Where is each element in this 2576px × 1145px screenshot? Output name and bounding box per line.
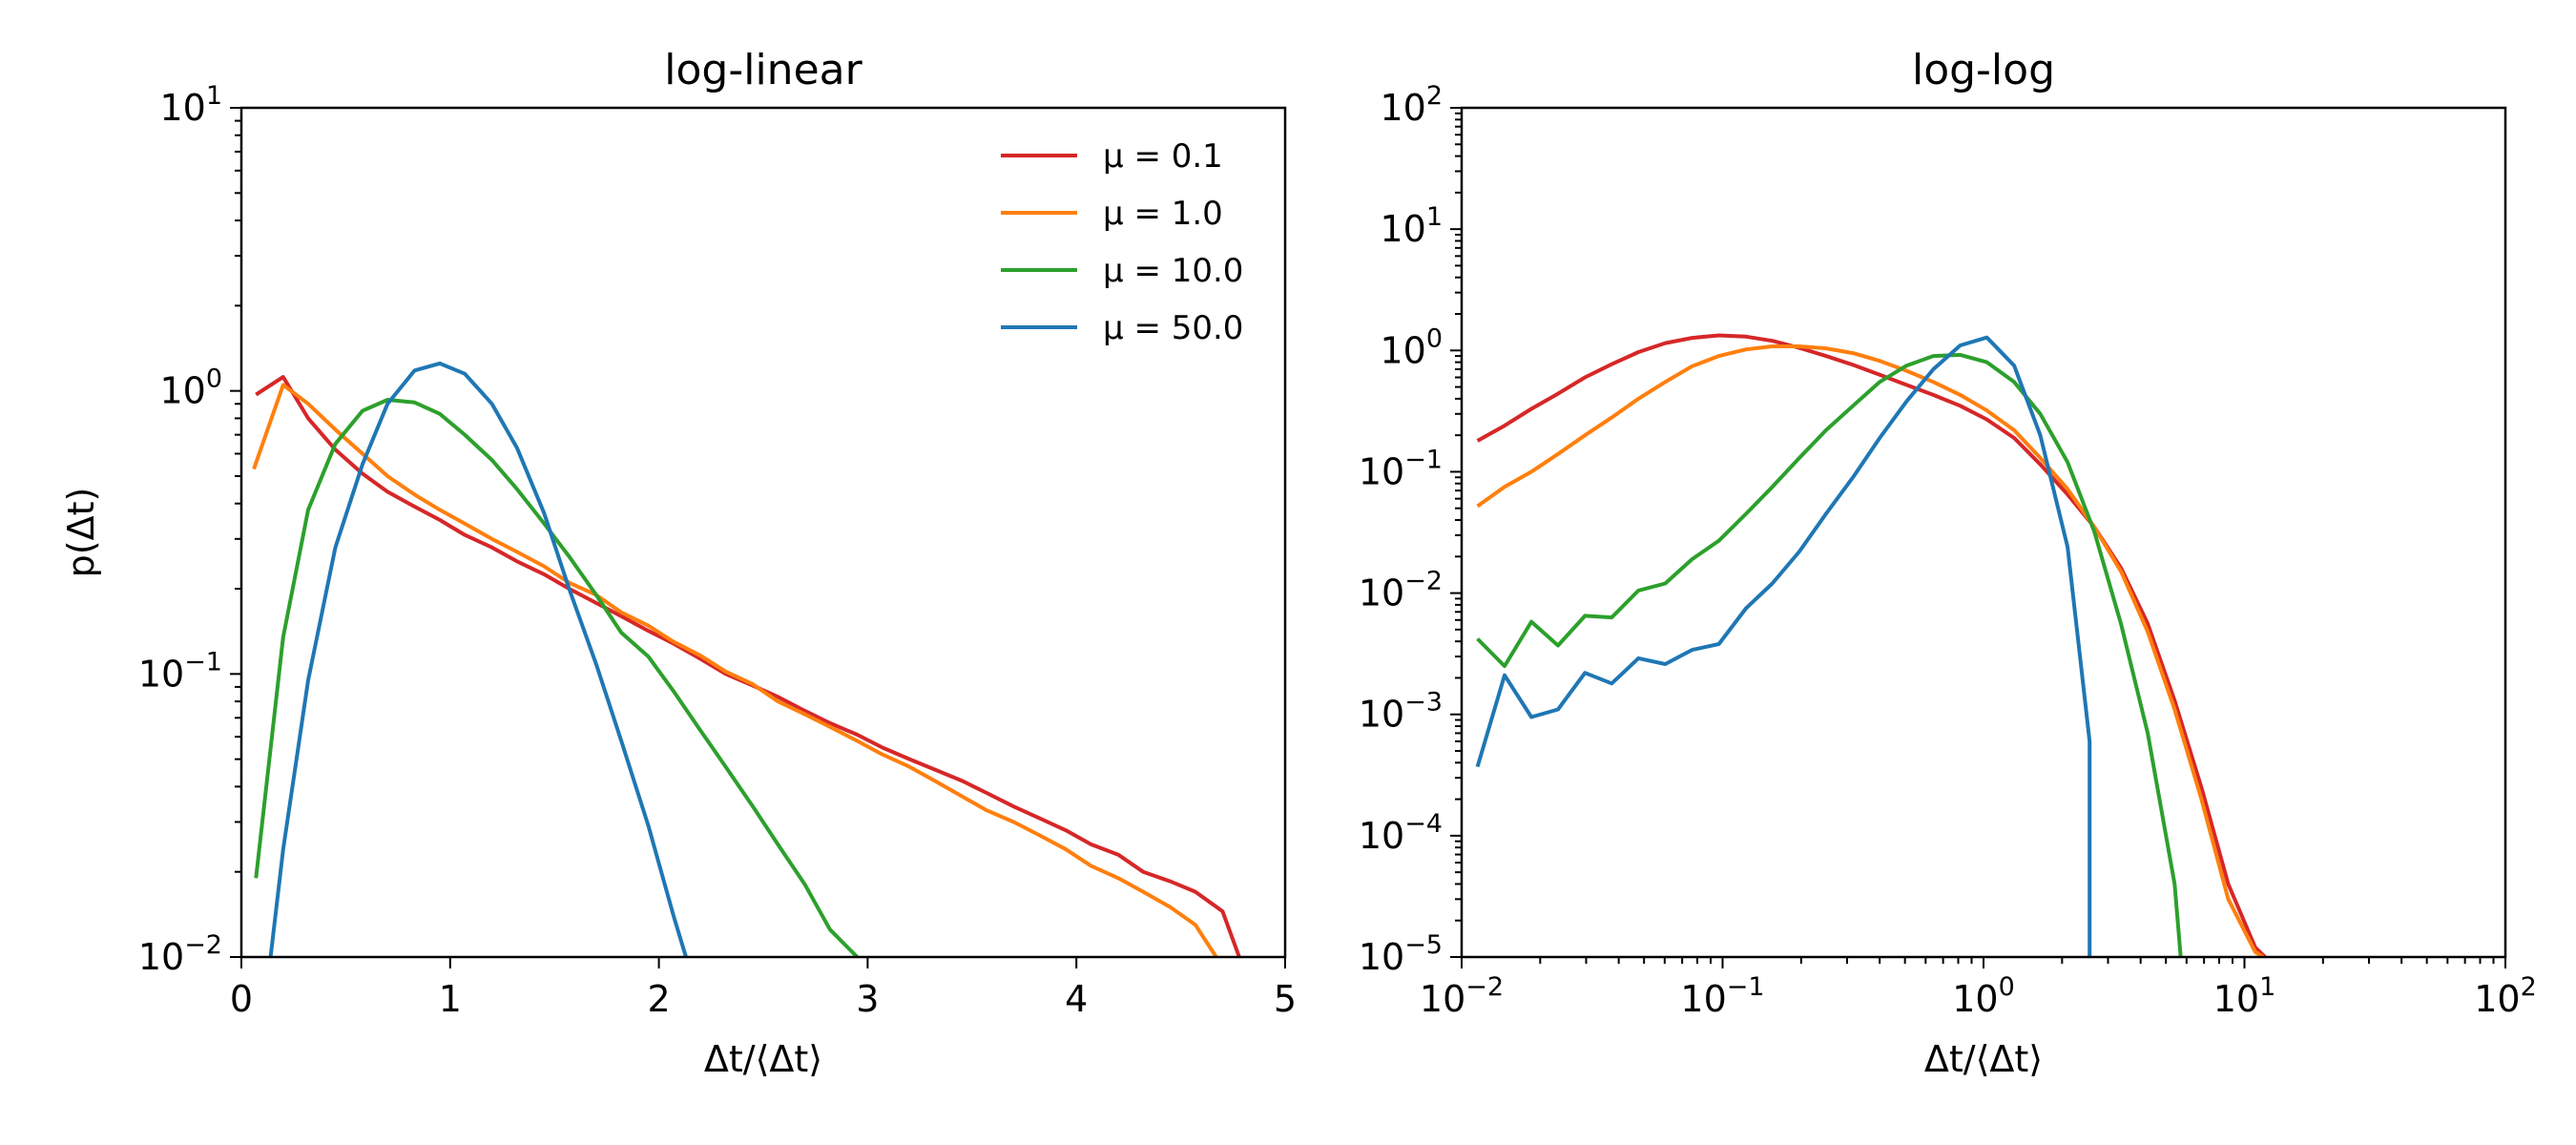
panel-log-linear: 0 1 2 3 4 5 10−2 10−1 100 101 log-linear Δt/⟨Δt⟩ p(Δ… <box>60 46 1297 1080</box>
series-line-2 <box>254 398 859 957</box>
legend-label-1: μ = 1.0 <box>1103 195 1223 233</box>
x-tick-label: 0 <box>230 978 253 1020</box>
legend-label-0: μ = 0.1 <box>1103 137 1223 176</box>
series-line-2 <box>1476 352 2183 957</box>
x-tick-label: 2 <box>648 978 671 1020</box>
x-tick-label: 102 <box>2474 972 2537 1020</box>
x-tick-label: 3 <box>856 978 879 1020</box>
series-group <box>1475 333 2267 957</box>
x-tick-label: 1 <box>439 978 462 1020</box>
y-axis-label: p(Δt) <box>60 488 102 578</box>
y-tick-label: 10−3 <box>1359 688 1443 736</box>
y-tick-label: 100 <box>159 364 222 412</box>
plot-frame <box>239 106 1287 959</box>
plot-frame <box>1460 106 2507 959</box>
y-tick-label: 100 <box>1380 323 1443 371</box>
series-line-1 <box>1476 344 2265 957</box>
panel-log-log: 10−2 10−1 100 101 102 10−5 10−4 10−3 10−2 10−1 100… <box>1359 46 2537 1080</box>
chart-title: log-linear <box>664 46 862 94</box>
series-group <box>252 361 1241 957</box>
x-tick-label: 101 <box>2213 972 2276 1020</box>
x-tick-label: 10−1 <box>1680 972 1764 1020</box>
x-axis-label: Δt/⟨Δt⟩ <box>1924 1038 2043 1080</box>
y-tick-label: 101 <box>1380 202 1443 250</box>
x-tick-label: 10−2 <box>1420 972 1504 1020</box>
x-axis-label: Δt/⟨Δt⟩ <box>704 1038 822 1080</box>
y-tick-label: 10−4 <box>1359 809 1443 857</box>
series-line-3 <box>268 361 688 957</box>
y-tick-label: 10−1 <box>1359 445 1443 492</box>
legend-label-3: μ = 50.0 <box>1103 309 1243 347</box>
legend: μ = 0.1 μ = 1.0 μ = 10.0 μ = 50.0 <box>1001 137 1243 347</box>
x-tick-label: 100 <box>1952 972 2015 1020</box>
y-tick-label: 10−2 <box>1359 567 1443 614</box>
y-tick-label: 10−2 <box>138 930 222 978</box>
y-tick-label: 10−5 <box>1359 930 1443 978</box>
series-line-3 <box>1475 335 2092 957</box>
x-tick-label: 5 <box>1274 978 1297 1020</box>
series-line-0 <box>1476 333 2267 957</box>
chart-title: log-log <box>1912 46 2055 94</box>
y-tick-label: 101 <box>159 81 222 129</box>
series-line-1 <box>252 383 1218 957</box>
legend-label-2: μ = 10.0 <box>1103 252 1243 290</box>
y-tick-label: 102 <box>1380 81 1443 129</box>
series-line-0 <box>255 375 1241 957</box>
y-tick-label: 10−1 <box>138 647 222 695</box>
x-tick-label: 4 <box>1065 978 1088 1020</box>
